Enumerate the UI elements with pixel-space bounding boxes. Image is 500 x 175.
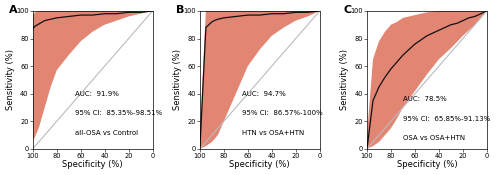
X-axis label: Specificity (%): Specificity (%) <box>230 160 290 169</box>
Y-axis label: Sensitivity (%): Sensitivity (%) <box>6 49 15 110</box>
Text: AUC:  94.7%: AUC: 94.7% <box>242 91 286 97</box>
Text: A: A <box>9 5 18 15</box>
Text: all-OSA vs Control: all-OSA vs Control <box>74 130 138 136</box>
X-axis label: Specificity (%): Specificity (%) <box>62 160 123 169</box>
Polygon shape <box>32 11 152 142</box>
Y-axis label: Sensitivity (%): Sensitivity (%) <box>340 49 349 110</box>
Text: 95% CI:  86.57%-100%: 95% CI: 86.57%-100% <box>242 110 322 116</box>
Text: C: C <box>343 5 351 15</box>
Text: 95% CI:  85.35%-98.51%: 95% CI: 85.35%-98.51% <box>74 110 162 116</box>
Text: 95% CI:  65.85%-91.13%: 95% CI: 65.85%-91.13% <box>403 116 490 122</box>
X-axis label: Specificity (%): Specificity (%) <box>396 160 457 169</box>
Text: HTN vs OSA+HTN: HTN vs OSA+HTN <box>242 130 304 136</box>
Text: B: B <box>176 5 184 15</box>
Polygon shape <box>367 11 487 149</box>
Text: AUC:  91.9%: AUC: 91.9% <box>74 91 118 97</box>
Text: OSA vs OSA+HTN: OSA vs OSA+HTN <box>403 135 465 141</box>
Polygon shape <box>200 11 320 149</box>
Text: AUC:  78.5%: AUC: 78.5% <box>403 96 446 103</box>
Y-axis label: Sensitivity (%): Sensitivity (%) <box>172 49 182 110</box>
